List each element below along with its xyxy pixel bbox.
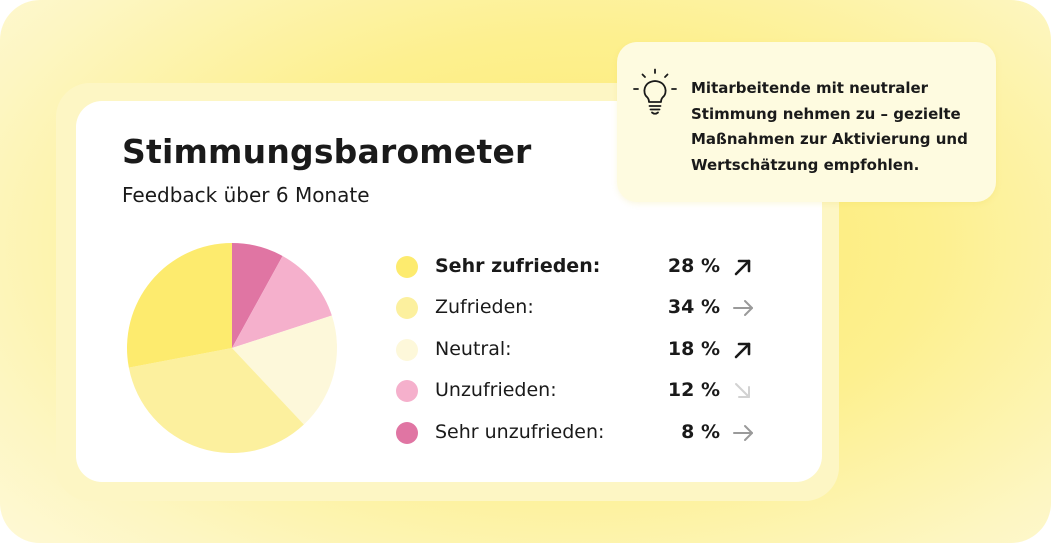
legend-swatch: [396, 422, 418, 444]
legend-label: Sehr zufrieden:: [435, 255, 601, 277]
lightbulb-icon: [632, 68, 678, 122]
slice-zufrieden: [128, 348, 304, 454]
legend-item: Unzufrieden: 12 %: [396, 376, 756, 406]
trend-up-arrow-icon: [732, 339, 754, 361]
legend-swatch: [396, 256, 418, 278]
slice-sehr-zufrieden: [126, 243, 232, 368]
legend-label: Zufrieden:: [435, 296, 534, 318]
trend-flat-arrow-icon: [732, 422, 754, 444]
legend-value: 18 %: [667, 338, 720, 360]
insight-text: Mitarbeitende mit neutraler Stimmung neh…: [691, 79, 968, 174]
legend-value: 34 %: [667, 296, 720, 318]
legend-value: 12 %: [667, 379, 720, 401]
legend-label: Sehr unzufrieden:: [435, 421, 605, 443]
chart-title: Stimmungsbarometer: [122, 132, 532, 171]
legend-label: Unzufrieden:: [435, 379, 557, 401]
trend-flat-arrow-icon: [732, 297, 754, 319]
legend-item: Sehr zufrieden: 28 %: [396, 252, 756, 282]
legend-item: Zufrieden: 34 %: [396, 293, 756, 323]
legend-label: Neutral:: [435, 338, 512, 360]
legend-swatch: [396, 380, 418, 402]
legend-swatch: [396, 339, 418, 361]
pie-chart: [126, 243, 338, 454]
trend-up-arrow-icon: [732, 256, 754, 278]
legend-value: 28 %: [667, 255, 720, 277]
slice-neutral: [232, 315, 338, 425]
insight-callout: [617, 42, 996, 202]
legend-value: 8 %: [681, 421, 720, 443]
legend-item: Sehr unzufrieden: 8 %: [396, 418, 756, 448]
chart-subtitle: Feedback über 6 Monate: [122, 183, 370, 207]
trend-down-arrow-icon: [732, 380, 754, 402]
slice-sehr-unzufrieden: [232, 243, 283, 348]
legend-item: Neutral: 18 %: [396, 335, 756, 365]
slice-unzufrieden: [232, 255, 332, 348]
legend-swatch: [396, 297, 418, 319]
